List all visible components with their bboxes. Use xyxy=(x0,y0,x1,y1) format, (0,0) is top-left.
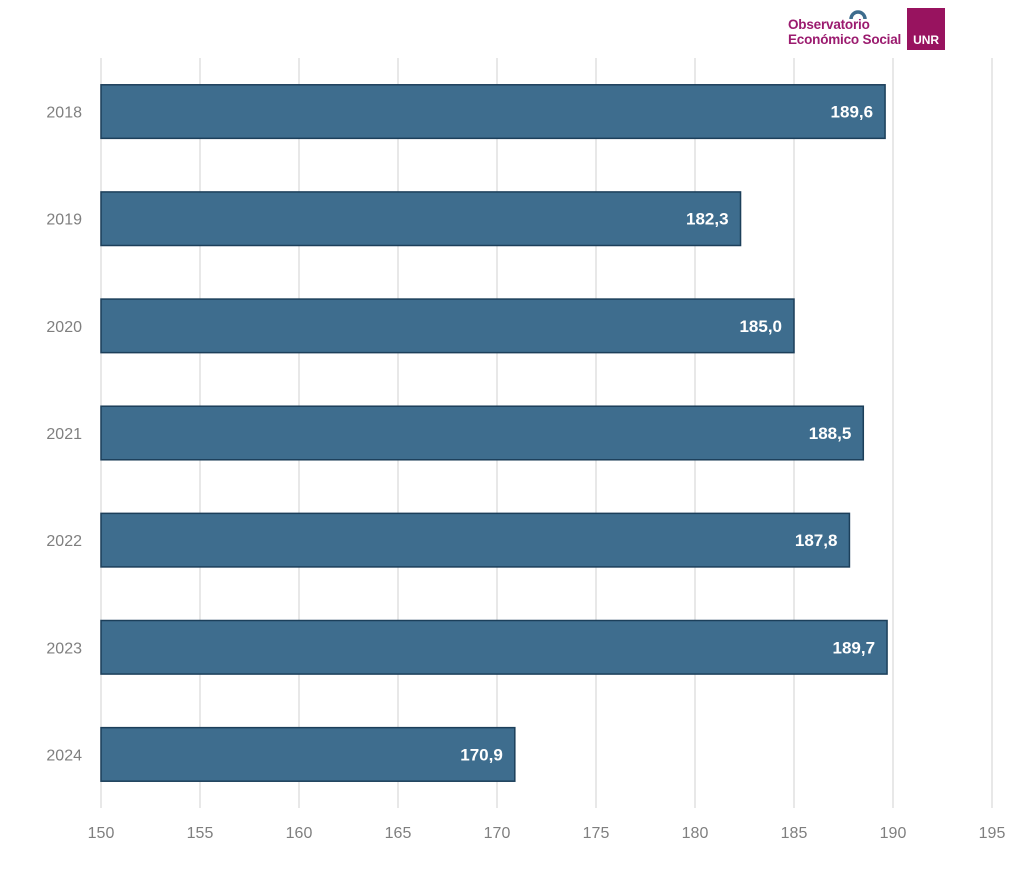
category-label: 2023 xyxy=(46,640,82,657)
category-label: 2022 xyxy=(46,533,82,550)
x-tick-label: 165 xyxy=(385,825,412,842)
logo-line-2: Económico Social xyxy=(788,32,902,47)
logo-arc-icon xyxy=(849,10,867,20)
logo: Observatorio Económico Social UNR xyxy=(788,8,946,52)
category-label: 2019 xyxy=(46,212,82,229)
bar-2020 xyxy=(100,298,795,354)
data-label: 170,9 xyxy=(460,745,503,764)
logo-badge: UNR xyxy=(907,8,946,50)
data-labels: 189,6 182,3 185,0 188,5 187,8 189,7 170,9 xyxy=(460,103,875,765)
x-tick-label: 155 xyxy=(187,825,214,842)
x-tick-label: 195 xyxy=(979,825,1006,842)
data-label: 185,0 xyxy=(739,317,782,336)
category-label: 2021 xyxy=(46,426,82,443)
category-label: 2018 xyxy=(46,105,82,122)
x-axis-ticks: 150 155 160 165 170 175 180 185 190 195 xyxy=(88,825,1006,842)
bars xyxy=(100,84,888,782)
category-label: 2020 xyxy=(46,319,82,336)
bar-2021 xyxy=(100,405,865,461)
x-tick-label: 175 xyxy=(583,825,610,842)
logo-text: Observatorio Económico Social xyxy=(788,17,901,47)
bar-2018 xyxy=(100,84,886,140)
category-label: 2024 xyxy=(46,747,82,764)
data-label: 188,5 xyxy=(809,424,852,443)
bar-2019 xyxy=(100,191,742,247)
data-label: 189,7 xyxy=(833,638,876,657)
x-tick-label: 170 xyxy=(484,825,511,842)
x-tick-label: 180 xyxy=(682,825,709,842)
bar-2024 xyxy=(100,726,516,782)
bar-2022 xyxy=(100,512,851,568)
x-tick-label: 160 xyxy=(286,825,313,842)
x-tick-label: 185 xyxy=(781,825,808,842)
data-label: 189,6 xyxy=(831,103,874,122)
category-labels: 2018 2019 2020 2021 2022 2023 2024 xyxy=(46,105,82,765)
bar-2023 xyxy=(100,619,888,675)
x-tick-label: 150 xyxy=(88,825,115,842)
data-label: 187,8 xyxy=(795,531,838,550)
logo-line-1: Observatorio xyxy=(788,17,870,32)
x-tick-label: 190 xyxy=(880,825,907,842)
data-label: 182,3 xyxy=(686,210,729,229)
